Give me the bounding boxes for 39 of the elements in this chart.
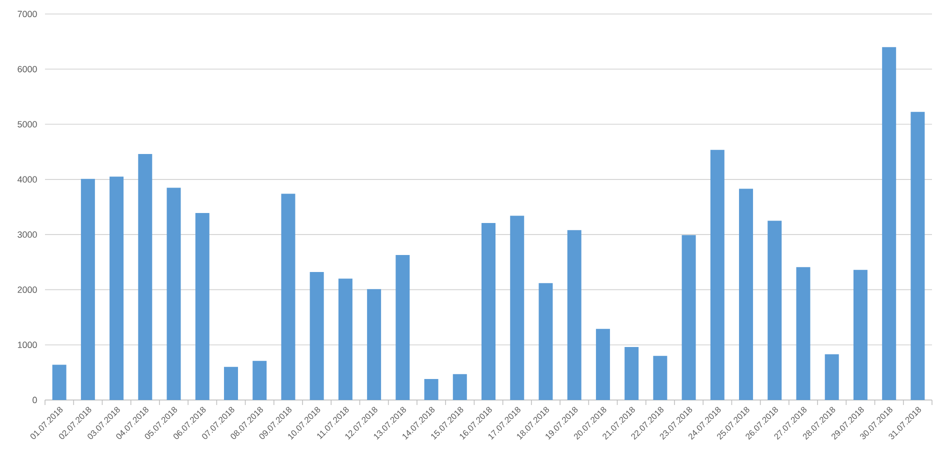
bar bbox=[739, 188, 754, 400]
bar bbox=[138, 154, 152, 400]
bar bbox=[482, 222, 496, 400]
bar bbox=[853, 270, 868, 400]
bar bbox=[824, 354, 839, 400]
bar bbox=[510, 216, 524, 400]
bar bbox=[653, 356, 668, 400]
bar bbox=[910, 112, 925, 400]
bar bbox=[224, 366, 238, 400]
y-tick-label: 5000 bbox=[18, 121, 37, 128]
bar bbox=[367, 289, 382, 400]
bar bbox=[252, 360, 267, 400]
y-tick-label: 3000 bbox=[18, 231, 37, 238]
bar bbox=[80, 178, 95, 400]
bar bbox=[624, 347, 639, 400]
y-tick-label: 7000 bbox=[18, 10, 37, 18]
bar bbox=[110, 176, 124, 400]
bar bbox=[195, 213, 210, 400]
bar bbox=[796, 267, 810, 400]
bar bbox=[768, 220, 782, 400]
y-tick-label: 6000 bbox=[18, 66, 37, 72]
bar bbox=[682, 235, 696, 400]
bar bbox=[310, 272, 324, 400]
bar bbox=[596, 328, 610, 400]
bar bbox=[166, 188, 181, 400]
y-tick-label: 1000 bbox=[18, 342, 37, 348]
bar bbox=[338, 278, 352, 400]
bar bbox=[882, 47, 896, 400]
y-tick-label: 0 bbox=[32, 396, 37, 404]
bar bbox=[52, 364, 66, 400]
bar bbox=[281, 194, 296, 400]
y-tick-label: 2000 bbox=[18, 286, 37, 293]
bar bbox=[396, 254, 410, 400]
bar bbox=[710, 150, 724, 400]
y-tick-label: 4000 bbox=[17, 176, 37, 183]
bar bbox=[424, 379, 438, 400]
bar bbox=[538, 283, 553, 400]
bar bbox=[452, 374, 467, 400]
bar bbox=[567, 230, 582, 400]
